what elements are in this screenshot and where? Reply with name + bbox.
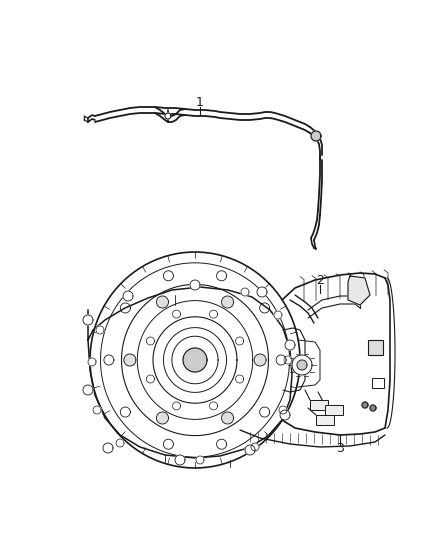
Polygon shape <box>104 355 114 365</box>
Polygon shape <box>311 131 321 141</box>
Polygon shape <box>83 315 93 325</box>
Bar <box>368 340 383 355</box>
Text: 2: 2 <box>316 274 324 287</box>
Polygon shape <box>165 113 171 119</box>
Polygon shape <box>217 439 226 449</box>
Polygon shape <box>124 354 136 366</box>
Polygon shape <box>236 375 244 383</box>
Polygon shape <box>156 296 169 308</box>
Polygon shape <box>241 288 249 296</box>
Polygon shape <box>222 296 233 308</box>
Polygon shape <box>370 405 376 411</box>
Polygon shape <box>183 348 207 372</box>
Polygon shape <box>217 271 226 281</box>
Polygon shape <box>222 412 233 424</box>
Polygon shape <box>279 406 287 414</box>
Polygon shape <box>260 303 270 313</box>
Polygon shape <box>362 402 368 408</box>
Bar <box>372 378 384 388</box>
Polygon shape <box>120 407 131 417</box>
Polygon shape <box>254 354 266 366</box>
Polygon shape <box>209 310 218 318</box>
Text: 1: 1 <box>196 96 204 109</box>
Polygon shape <box>116 439 124 447</box>
Polygon shape <box>257 287 267 297</box>
Polygon shape <box>88 358 96 366</box>
Polygon shape <box>103 443 113 453</box>
Polygon shape <box>156 412 169 424</box>
FancyBboxPatch shape <box>316 415 334 425</box>
Polygon shape <box>348 276 370 305</box>
Polygon shape <box>292 355 312 375</box>
Polygon shape <box>245 445 255 455</box>
Polygon shape <box>284 356 292 364</box>
FancyBboxPatch shape <box>325 405 343 415</box>
Polygon shape <box>251 443 259 451</box>
Polygon shape <box>260 407 270 417</box>
Polygon shape <box>274 311 282 319</box>
Polygon shape <box>196 456 204 464</box>
Polygon shape <box>280 410 290 420</box>
Polygon shape <box>163 271 173 281</box>
Polygon shape <box>285 340 295 350</box>
Polygon shape <box>93 406 101 414</box>
Polygon shape <box>297 360 307 370</box>
Polygon shape <box>120 303 131 313</box>
Polygon shape <box>190 280 200 290</box>
Polygon shape <box>146 375 154 383</box>
Polygon shape <box>146 337 154 345</box>
Polygon shape <box>123 291 133 301</box>
Polygon shape <box>175 455 185 465</box>
Polygon shape <box>236 337 244 345</box>
Polygon shape <box>96 326 104 334</box>
Polygon shape <box>276 355 286 365</box>
Text: 3: 3 <box>336 442 344 456</box>
FancyBboxPatch shape <box>310 400 328 410</box>
Polygon shape <box>163 439 173 449</box>
Polygon shape <box>173 310 180 318</box>
Polygon shape <box>173 402 180 410</box>
Polygon shape <box>209 402 218 410</box>
Polygon shape <box>83 385 93 395</box>
